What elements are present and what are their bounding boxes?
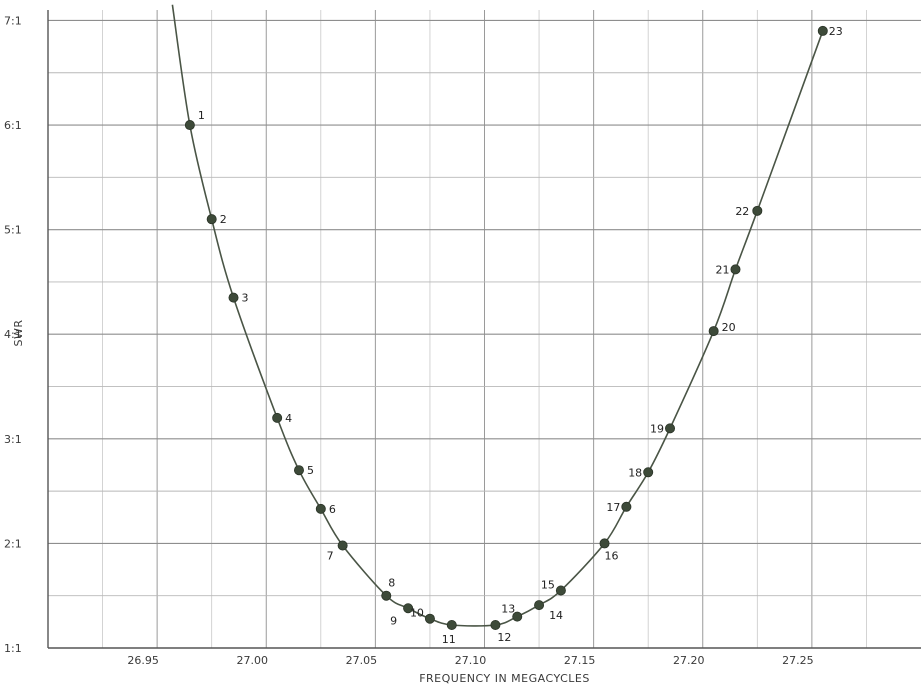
data-point-label: 9 [390, 614, 397, 627]
data-point [272, 412, 283, 423]
data-point [403, 603, 414, 614]
data-point [599, 538, 610, 549]
data-point-label: 11 [442, 633, 456, 646]
data-point [643, 467, 654, 478]
data-point-label: 16 [605, 549, 619, 562]
data-point-label: 3 [242, 292, 249, 305]
data-point [534, 600, 545, 611]
data-point [817, 25, 828, 36]
data-point [381, 590, 392, 601]
data-point [730, 264, 741, 275]
data-point-label: 21 [715, 263, 729, 276]
data-point-label: 5 [307, 464, 314, 477]
chart-grid [48, 10, 921, 648]
data-point [228, 292, 239, 303]
data-point [621, 501, 632, 512]
y-tick-label: 1:1 [4, 642, 22, 655]
swr-curve [171, 4, 824, 627]
x-tick-label: 26.95 [127, 654, 159, 667]
data-point [752, 205, 763, 216]
data-point-label: 1 [198, 109, 205, 122]
data-point [708, 326, 719, 337]
x-tick-labels: 26.95 27.00 27.05 27.10 27.15 27.20 27.25 [127, 654, 813, 667]
data-point-label: 10 [410, 607, 424, 620]
data-point-label: 18 [628, 466, 642, 479]
data-point-label: 15 [541, 578, 555, 591]
data-point-label: 23 [829, 25, 843, 38]
data-point-label: 2 [220, 213, 227, 226]
data-point [424, 613, 435, 624]
data-point-label: 6 [329, 503, 336, 516]
data-point [337, 540, 348, 551]
data-point-label: 19 [650, 422, 664, 435]
y-tick-label: 5:1 [4, 224, 22, 237]
data-point [490, 619, 501, 630]
data-point-label: 17 [606, 501, 620, 514]
y-axis-title: SWR [12, 319, 25, 346]
data-point [184, 120, 195, 131]
data-point-label: 14 [549, 609, 563, 622]
x-tick-label: 27.05 [346, 654, 378, 667]
data-point [446, 619, 457, 630]
data-point-label: 7 [327, 550, 334, 563]
chart-axes [47, 10, 921, 649]
data-point-label: 13 [501, 603, 515, 616]
data-point-label: 22 [735, 205, 749, 218]
data-point-label: 20 [722, 321, 736, 334]
data-point [512, 611, 523, 622]
data-point [315, 503, 326, 514]
x-tick-label: 27.15 [564, 654, 596, 667]
data-point [555, 585, 566, 596]
data-points [184, 25, 828, 630]
y-tick-label: 6:1 [4, 119, 22, 132]
data-point-label: 12 [497, 631, 511, 644]
y-tick-label: 2:1 [4, 537, 22, 550]
x-tick-label: 27.00 [237, 654, 269, 667]
x-tick-label: 27.25 [782, 654, 814, 667]
data-point-label: 4 [285, 412, 292, 425]
y-tick-label: 4:1 [4, 328, 22, 341]
data-point-label: 8 [388, 577, 395, 590]
x-tick-label: 27.20 [673, 654, 705, 667]
data-point [665, 423, 676, 434]
x-tick-label: 27.10 [455, 654, 487, 667]
y-tick-labels: 1:1 2:1 3:1 4:1 5:1 6:1 7:1 [4, 14, 22, 655]
data-point [206, 214, 217, 225]
data-point [293, 465, 304, 476]
y-tick-label: 7:1 [4, 14, 22, 27]
x-axis-title: FREQUENCY IN MEGACYCLES [419, 672, 590, 685]
y-tick-label: 3:1 [4, 433, 22, 446]
